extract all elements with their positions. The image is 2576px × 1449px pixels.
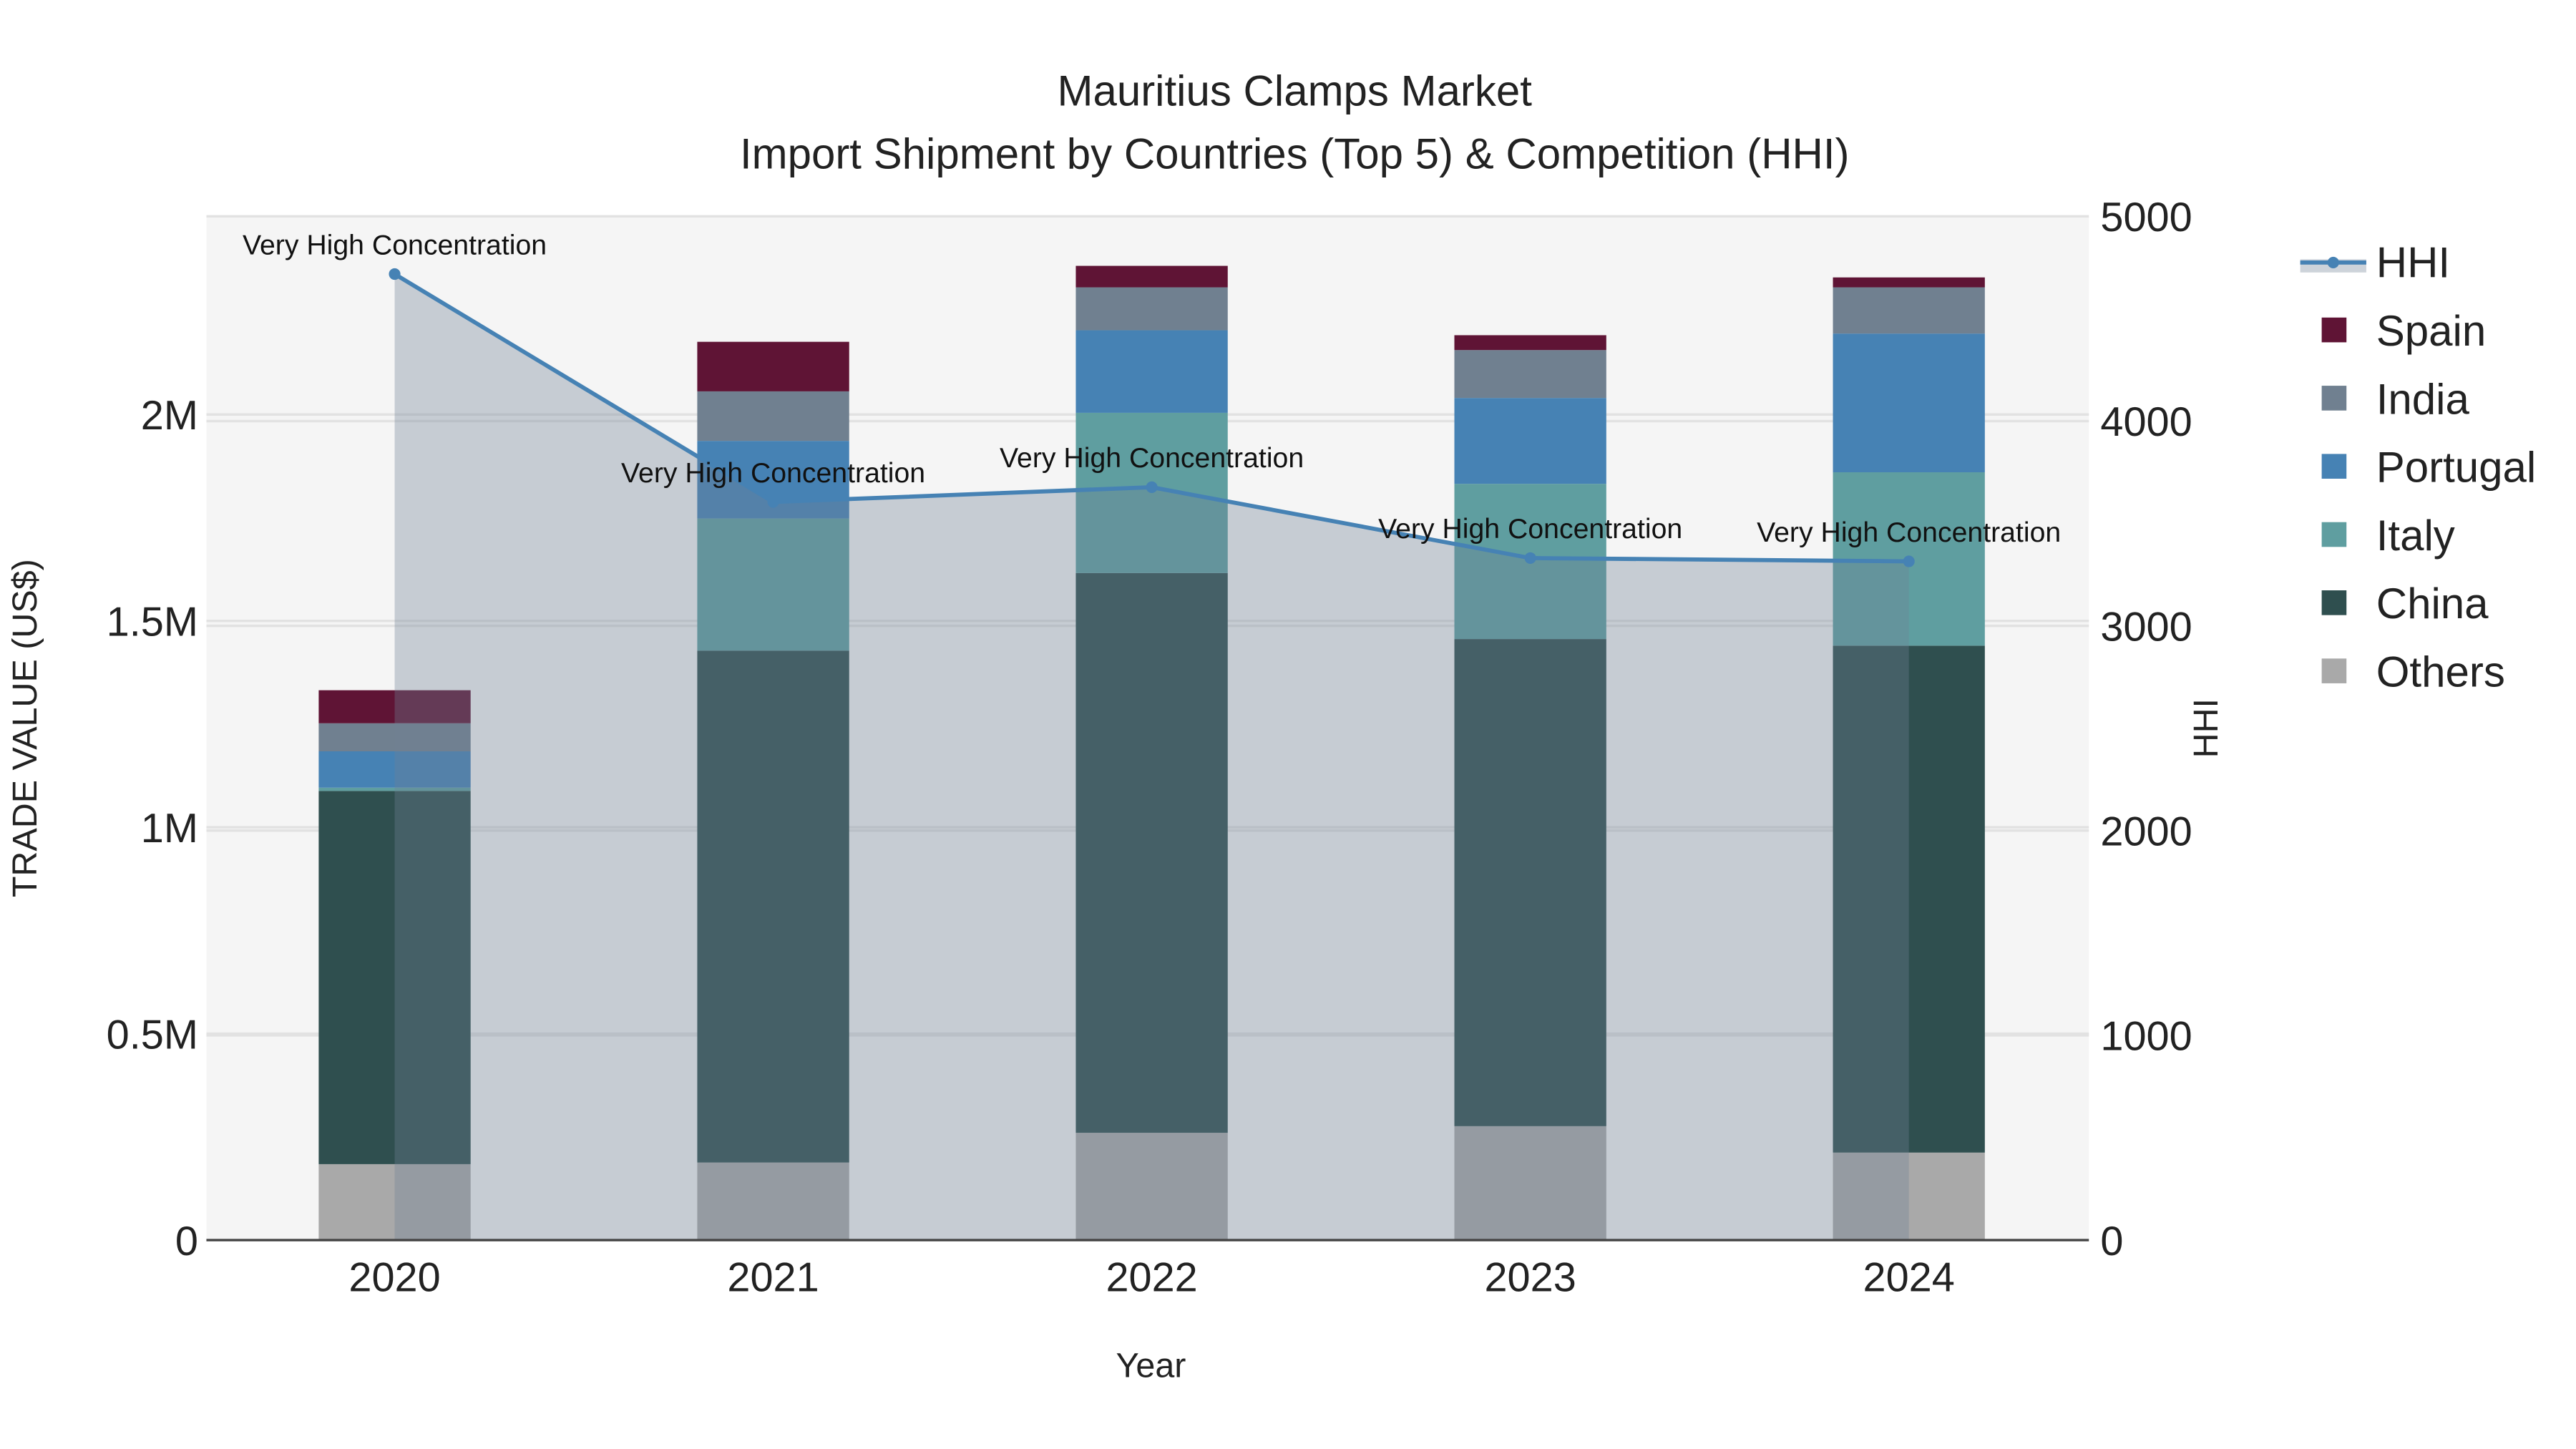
y2-tick-label: 5000: [2100, 195, 2192, 240]
bar-portugal-2023: [1454, 398, 1606, 484]
legend-label-china: China: [2376, 580, 2489, 628]
legend-label-spain: Spain: [2376, 307, 2486, 355]
x-tick-label: 2020: [348, 1255, 440, 1301]
legend-swatch-others: [2321, 658, 2347, 683]
hhi-point-2022: [1146, 481, 1158, 493]
hhi-annotation: Very High Concentration: [1378, 513, 1682, 545]
legend-swatch-india: [2321, 386, 2347, 411]
bar-spain-2023: [1454, 335, 1606, 351]
y2-tick-label: 4000: [2100, 399, 2192, 445]
legend-label-hhi: HHI: [2376, 239, 2450, 287]
bar-india-2020: [318, 723, 471, 751]
bar-portugal-2022: [1075, 330, 1228, 413]
bar-italy-2020: [318, 787, 471, 791]
bar-india-2021: [697, 391, 849, 441]
hhi-area: [394, 274, 1909, 1241]
bar-others-2022: [1075, 1133, 1228, 1241]
legend-label-others: Others: [2376, 648, 2505, 696]
bar-spain-2020: [318, 690, 471, 723]
bar-india-2024: [1833, 287, 1985, 334]
chart-subtitle: Import Shipment by Countries (Top 5) & C…: [740, 130, 1850, 177]
x-tick-label: 2024: [1863, 1255, 1955, 1301]
bar-others-2023: [1454, 1126, 1606, 1241]
bar-portugal-2020: [318, 751, 471, 788]
bar-others-2021: [697, 1162, 849, 1241]
chart-title: Mauritius Clamps Market: [1057, 67, 1532, 115]
hhi-annotation: Very High Concentration: [243, 229, 547, 260]
y-tick-label: 2M: [141, 393, 198, 439]
hhi-point-2024: [1903, 555, 1915, 567]
y-tick-label: 0.5M: [107, 1012, 198, 1058]
hhi-annotation: Very High Concentration: [621, 457, 925, 489]
bar-spain-2021: [697, 341, 849, 391]
legend-hhi-marker: [2327, 256, 2339, 268]
bar-others-2020: [318, 1163, 471, 1241]
y-tick-label: 1M: [141, 806, 198, 852]
legend: HHI Spain India Portugal Italy China Others: [2300, 239, 2536, 696]
legend-swatch-spain: [2321, 317, 2347, 343]
bar-italy-2021: [697, 518, 849, 651]
legend-swatch-china: [2321, 590, 2347, 615]
bar-china-2020: [318, 791, 471, 1164]
bar-spain-2022: [1075, 265, 1228, 288]
x-tick-label: 2023: [1484, 1255, 1576, 1301]
hhi-annotation: Very High Concentration: [1000, 442, 1304, 474]
y2-tick-label: 0: [2100, 1219, 2123, 1264]
legend-label-india: India: [2376, 375, 2470, 423]
x-axis-title: Year: [1116, 1347, 1186, 1385]
y2-axis-title: HHI: [2187, 698, 2225, 758]
bar-india-2023: [1454, 350, 1606, 399]
bar-portugal-2024: [1833, 333, 1985, 472]
x-tick-label: 2021: [727, 1255, 819, 1301]
y-axis-title: TRADE VALUE (US$): [6, 559, 44, 897]
y2-tick-label: 1000: [2100, 1014, 2192, 1060]
bar-others-2024: [1833, 1152, 1985, 1241]
legend-label-portugal: Portugal: [2376, 444, 2536, 492]
legend-swatch-portugal: [2321, 454, 2347, 479]
hhi-point-2021: [767, 496, 779, 508]
hhi-point-2023: [1524, 552, 1536, 564]
x-tick-label: 2022: [1106, 1255, 1197, 1301]
y-tick-label: 1.5M: [107, 599, 198, 645]
hhi-point-2020: [389, 268, 401, 280]
legend-swatch-italy: [2321, 522, 2347, 547]
bar-india-2022: [1075, 287, 1228, 331]
hhi-annotation: Very High Concentration: [1757, 517, 2061, 548]
y-tick-label: 0: [175, 1219, 198, 1264]
bar-spain-2024: [1833, 277, 1985, 288]
y2-tick-label: 3000: [2100, 604, 2192, 650]
legend-label-italy: Italy: [2376, 512, 2455, 560]
y2-tick-label: 2000: [2100, 809, 2192, 855]
bar-china-2023: [1454, 639, 1606, 1126]
bar-china-2022: [1075, 572, 1228, 1133]
bar-china-2024: [1833, 645, 1985, 1153]
bar-china-2021: [697, 650, 849, 1163]
